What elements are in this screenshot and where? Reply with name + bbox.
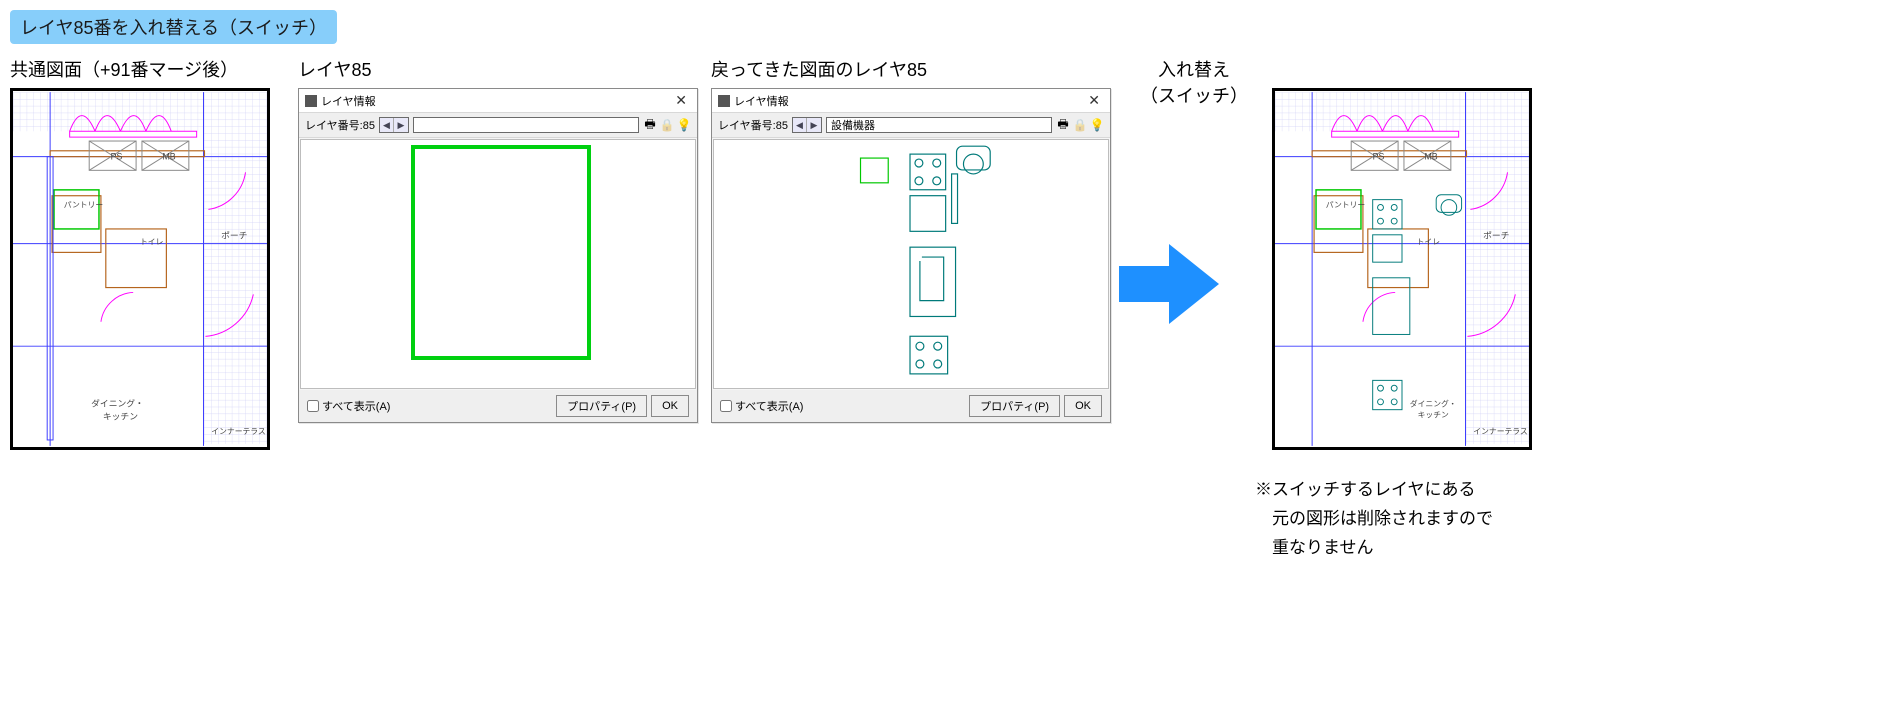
spinner-next-icon[interactable]: ▶ [394,118,408,132]
show-all-label: すべて表示(A) [322,398,390,414]
lock-icon[interactable]: 🔒 [660,118,674,132]
dialog-title: レイヤ情報 [321,93,376,109]
fp-ps-label: PS [111,152,123,162]
layer-number-label: レイヤ番号:85 [305,117,375,133]
print-icon[interactable]: 🖶 [643,118,657,132]
arrow-right-icon [1169,244,1219,324]
svg-text:トイレ: トイレ [1417,238,1441,247]
floorplan-before: PS MB パントリー トイレ ポーチ ダイニング・ キッチン インナーテラス [10,88,270,450]
spinner-prev-icon[interactable]: ◀ [380,118,394,132]
layer-name-input[interactable] [413,117,639,133]
lock-icon[interactable]: 🔒 [1073,118,1087,132]
show-all-check-input[interactable] [307,400,319,412]
fp-pantry-label: パントリー [64,200,103,209]
layer-number-label: レイヤ番号:85 [718,117,788,133]
floorplan-after: PS MB パントリー トイレ ポーチ ダイニング・ キッチン インナーテラス [1272,88,1532,450]
spinner-prev-icon[interactable]: ◀ [793,118,807,132]
svg-text:PS: PS [1373,152,1385,162]
svg-text:MB: MB [1424,152,1437,162]
layer-name-input[interactable] [826,117,1052,133]
green-rectangle [411,145,591,360]
layer-spinner[interactable]: ◀ ▶ [379,117,409,133]
layer-info-dialog-1: レイヤ情報 ✕ レイヤ番号:85 ◀ ▶ 🖶 🔒 [298,88,698,423]
properties-button[interactable]: プロパティ(P) [969,395,1060,417]
svg-text:キッチン: キッチン [1418,410,1449,419]
footer-note: ※スイッチするレイヤにある 元の図形は削除されますので 重なりません [1255,476,1493,563]
label-floorplan-after-spacer [1272,56,1552,82]
close-icon[interactable]: ✕ [1084,92,1104,109]
bulb-icon[interactable]: 💡 [1090,118,1104,132]
svg-text:インナーテラス: インナーテラス [1473,427,1527,436]
svg-text:ポーチ: ポーチ [1483,231,1509,241]
svg-text:パントリー: パントリー [1326,200,1365,209]
print-icon[interactable]: 🖶 [1056,118,1070,132]
close-icon[interactable]: ✕ [671,92,691,109]
dialog-title: レイヤ情報 [734,93,789,109]
arrow-label: 入れ替え （スイッチ） [1140,56,1248,108]
fp-toilet-label: トイレ [140,238,164,247]
fp-mb-label: MB [162,152,175,162]
show-all-checkbox[interactable]: すべて表示(A) [307,398,390,414]
layer-info-dialog-2: レイヤ情報 ✕ レイヤ番号:85 ◀ ▶ 🖶 🔒 [711,88,1111,423]
svg-text:ダイニング・: ダイニング・ [1410,399,1457,409]
dialog-app-icon [718,95,730,107]
label-floorplan-before: 共通図面（+91番マージ後） [10,56,290,82]
ok-button[interactable]: OK [1064,395,1102,417]
show-all-checkbox[interactable]: すべて表示(A) [720,398,803,414]
dialog-app-icon [305,95,317,107]
show-all-check-input[interactable] [720,400,732,412]
ok-button[interactable]: OK [651,395,689,417]
label-layer85: レイヤ85 [298,56,703,82]
svg-text:インナーテラス: インナーテラス [211,427,265,436]
spinner-next-icon[interactable]: ▶ [807,118,821,132]
show-all-label: すべて表示(A) [735,398,803,414]
bulb-icon[interactable]: 💡 [677,118,691,132]
svg-text:ダイニング・: ダイニング・ [91,398,144,409]
label-returned-layer85: 戻ってきた図面のレイヤ85 [711,56,1116,82]
fp-porch-label: ポーチ [221,231,247,241]
layer-preview-canvas [300,139,696,389]
layer-spinner[interactable]: ◀ ▶ [792,117,822,133]
section-highlight-title: レイヤ85番を入れ替える（スイッチ） [10,10,337,44]
properties-button[interactable]: プロパティ(P) [556,395,647,417]
svg-text:キッチン: キッチン [103,411,138,421]
layer-preview-canvas [713,139,1109,389]
